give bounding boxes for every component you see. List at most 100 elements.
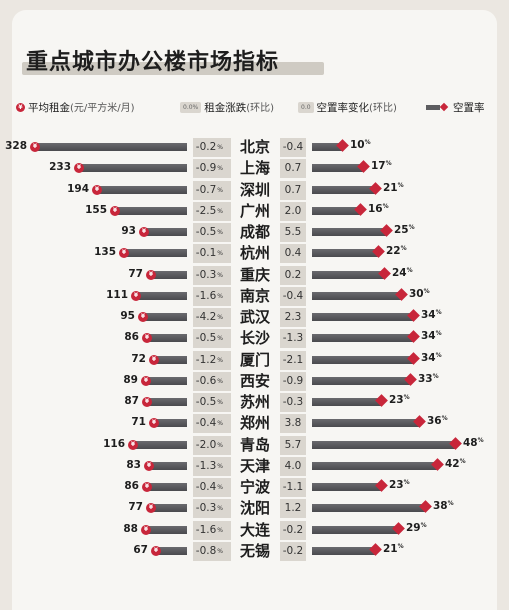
vacancy-bar — [312, 398, 381, 406]
rent-value: 71 — [131, 416, 146, 428]
rent-value: 87 — [124, 395, 139, 407]
vacancy-bar — [312, 313, 413, 321]
city-label: 苏州 — [239, 393, 270, 411]
yuan-coin-icon: ¥ — [131, 291, 141, 301]
vacancy-number: 34 — [421, 352, 436, 364]
percent-sign: % — [397, 543, 404, 550]
rent-bar — [146, 526, 187, 534]
percent-sign: % — [447, 500, 454, 507]
city-row: ¥155 -2.5% 广州 2.0 16% — [0, 201, 509, 222]
vacancy-value: 22% — [386, 245, 407, 257]
rent-bar — [133, 441, 187, 449]
rent-change-cell: -0.6% — [193, 372, 231, 391]
vacancy-bar — [312, 441, 455, 449]
city-label: 厦门 — [239, 351, 270, 369]
percent-sign: % — [435, 352, 442, 359]
vacancy-change-value: 3.8 — [280, 414, 306, 433]
city-row: ¥93 -0.5% 成都 5.5 25% — [0, 222, 509, 243]
vacancy-bar — [312, 271, 384, 279]
city-row: ¥83 -1.3% 天津 4.0 42% — [0, 456, 509, 477]
city-row: ¥89 -0.6% 西安 -0.9 33% — [0, 371, 509, 392]
vacancy-change-value: -1.1 — [280, 478, 306, 497]
vacancy-bar — [312, 356, 413, 364]
yuan-coin-icon: ¥ — [142, 397, 152, 407]
percent-sign: % — [217, 527, 223, 534]
vacancy-number: 25 — [394, 224, 409, 236]
yuan-coin-icon: ¥ — [141, 376, 151, 386]
rent-change-value: -0.9 — [195, 162, 217, 174]
legend-vacancy-change-label: 空置率变化 — [316, 102, 370, 114]
yuan-coin-icon: ¥ — [138, 312, 148, 322]
rent-value: 77 — [128, 501, 143, 513]
rent-value: 88 — [123, 523, 138, 535]
percent-sign: % — [408, 224, 415, 231]
vacancy-value: 10% — [350, 139, 371, 151]
rent-value: 83 — [126, 459, 141, 471]
percent-sign: % — [459, 458, 466, 465]
percent-sign: % — [217, 250, 223, 257]
yuan-coin-icon: ¥ — [151, 546, 161, 556]
rent-change-value: -0.5 — [195, 226, 217, 238]
rent-change-value: -4.2 — [195, 311, 217, 323]
rent-bar — [136, 292, 187, 300]
city-label: 南京 — [239, 287, 270, 305]
vacancy-change-value: 2.3 — [280, 308, 306, 327]
legend-rent-change: 0.0% 租金涨跌(环比) — [180, 99, 274, 115]
vacancy-number: 38 — [433, 500, 448, 512]
vacancy-number: 10 — [350, 139, 365, 151]
percent-sign: % — [217, 399, 223, 406]
rent-change-value: -0.3 — [195, 269, 217, 281]
vacancy-change-value: 0.4 — [280, 244, 306, 263]
vacancy-number: 24 — [392, 267, 407, 279]
vacancy-value: 23% — [389, 479, 410, 491]
rent-change-value: -1.3 — [195, 460, 217, 472]
city-row: ¥87 -0.5% 苏州 -0.3 23% — [0, 392, 509, 413]
rent-bar — [154, 356, 187, 364]
rent-change-cell: -0.7% — [193, 181, 231, 200]
city-label: 郑州 — [239, 414, 270, 432]
legend-bar-icon — [426, 104, 440, 110]
vacancy-value: 48% — [463, 437, 484, 449]
rent-change-cell: -0.5% — [193, 393, 231, 412]
rent-bar — [149, 462, 187, 470]
rent-value: 194 — [67, 183, 89, 195]
city-row: ¥233 -0.9% 上海 0.7 17% — [0, 158, 509, 179]
vacancy-value: 29% — [406, 522, 427, 534]
rent-change-cell: -0.8% — [193, 542, 231, 561]
vacancy-bar — [312, 164, 363, 172]
rent-change-cell: -1.3% — [193, 457, 231, 476]
city-row: ¥77 -0.3% 沈阳 1.2 38% — [0, 498, 509, 519]
city-label: 北京 — [239, 138, 270, 156]
city-label: 杭州 — [239, 244, 270, 262]
vacancy-value: 21% — [383, 182, 404, 194]
yuan-coin-icon: ¥ — [92, 185, 102, 195]
percent-sign: % — [217, 463, 223, 470]
city-label: 重庆 — [239, 266, 270, 284]
rent-value: 77 — [128, 268, 143, 280]
rent-bar — [147, 398, 187, 406]
rent-value: 93 — [121, 225, 136, 237]
vacancy-bar — [312, 504, 425, 512]
vacancy-bar — [312, 143, 342, 151]
percent-sign: % — [420, 522, 427, 529]
vacancy-number: 23 — [389, 479, 404, 491]
rent-value: 155 — [85, 204, 107, 216]
rent-change-value: -0.1 — [195, 247, 217, 259]
rent-value: 233 — [49, 161, 71, 173]
percent-sign: % — [364, 139, 371, 146]
city-label: 武汉 — [239, 308, 270, 326]
rent-change-value: -0.5 — [195, 332, 217, 344]
vacancy-number: 29 — [406, 522, 421, 534]
vacancy-value: 24% — [392, 267, 413, 279]
city-row: ¥116 -2.0% 青岛 5.7 48% — [0, 435, 509, 456]
city-label: 无锡 — [239, 542, 270, 560]
vacancy-change-value: 0.2 — [280, 266, 306, 285]
vacancy-bar — [312, 526, 398, 534]
vacancy-value: 34% — [421, 330, 442, 342]
percent-sign: % — [217, 272, 223, 279]
rent-bar — [147, 334, 187, 342]
rent-value: 86 — [124, 480, 139, 492]
yuan-coin-icon: ¥ — [74, 163, 84, 173]
vacancy-value: 25% — [394, 224, 415, 236]
rent-value: 135 — [94, 246, 116, 258]
